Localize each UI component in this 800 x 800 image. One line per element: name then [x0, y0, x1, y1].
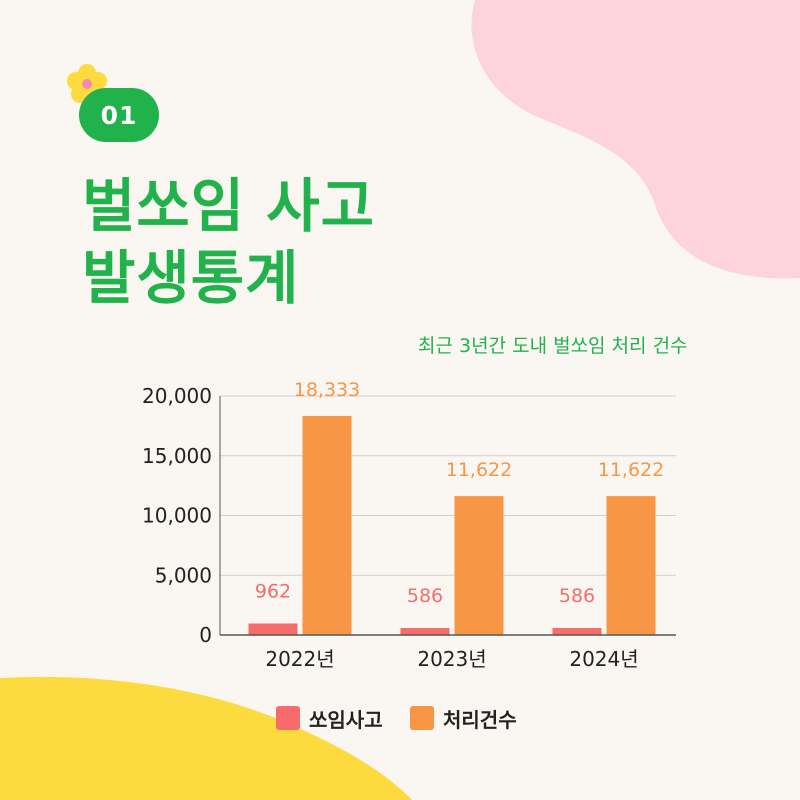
data-label: 586: [407, 585, 443, 607]
y-tick-label: 20,000: [142, 384, 212, 408]
bar: [248, 623, 298, 635]
y-tick-label: 0: [199, 623, 212, 647]
y-tick-label: 10,000: [142, 504, 212, 528]
yellow-blob: [0, 676, 412, 800]
legend-item-handled: 처리건수: [410, 704, 517, 733]
legend-label-sting: 쏘임사고: [309, 707, 383, 732]
bar: [606, 496, 656, 635]
data-label: 586: [559, 585, 595, 607]
x-tick-label: 2022년: [265, 647, 334, 671]
legend-swatch-sting: [276, 706, 300, 730]
bar: [302, 415, 352, 635]
legend-label-handled: 처리건수: [443, 707, 517, 732]
bar: [454, 496, 504, 635]
page-title: 벌쏘임 사고 발생통계: [82, 170, 375, 314]
section-number-badge: 01: [79, 88, 159, 142]
legend-item-sting: 쏘임사고: [276, 704, 383, 733]
data-label: 962: [255, 581, 291, 603]
title-line-1: 벌쏘임 사고: [82, 172, 375, 240]
bar: [400, 627, 450, 635]
legend-swatch-handled: [410, 706, 434, 730]
title-line-2: 발생통계: [82, 244, 300, 312]
pink-blob: [471, 0, 800, 279]
x-tick-label: 2023년: [417, 647, 486, 671]
chart-subtitle: 최근 3년간 도내 벌쏘임 처리 건수: [418, 335, 688, 357]
data-label: 18,333: [294, 379, 360, 401]
data-label: 11,622: [598, 459, 664, 481]
y-tick-label: 5,000: [155, 563, 212, 587]
y-tick-label: 15,000: [142, 444, 212, 468]
section-number: 01: [100, 100, 138, 130]
x-tick-label: 2024년: [569, 647, 638, 671]
data-label: 11,622: [446, 459, 512, 481]
bar: [552, 627, 602, 635]
